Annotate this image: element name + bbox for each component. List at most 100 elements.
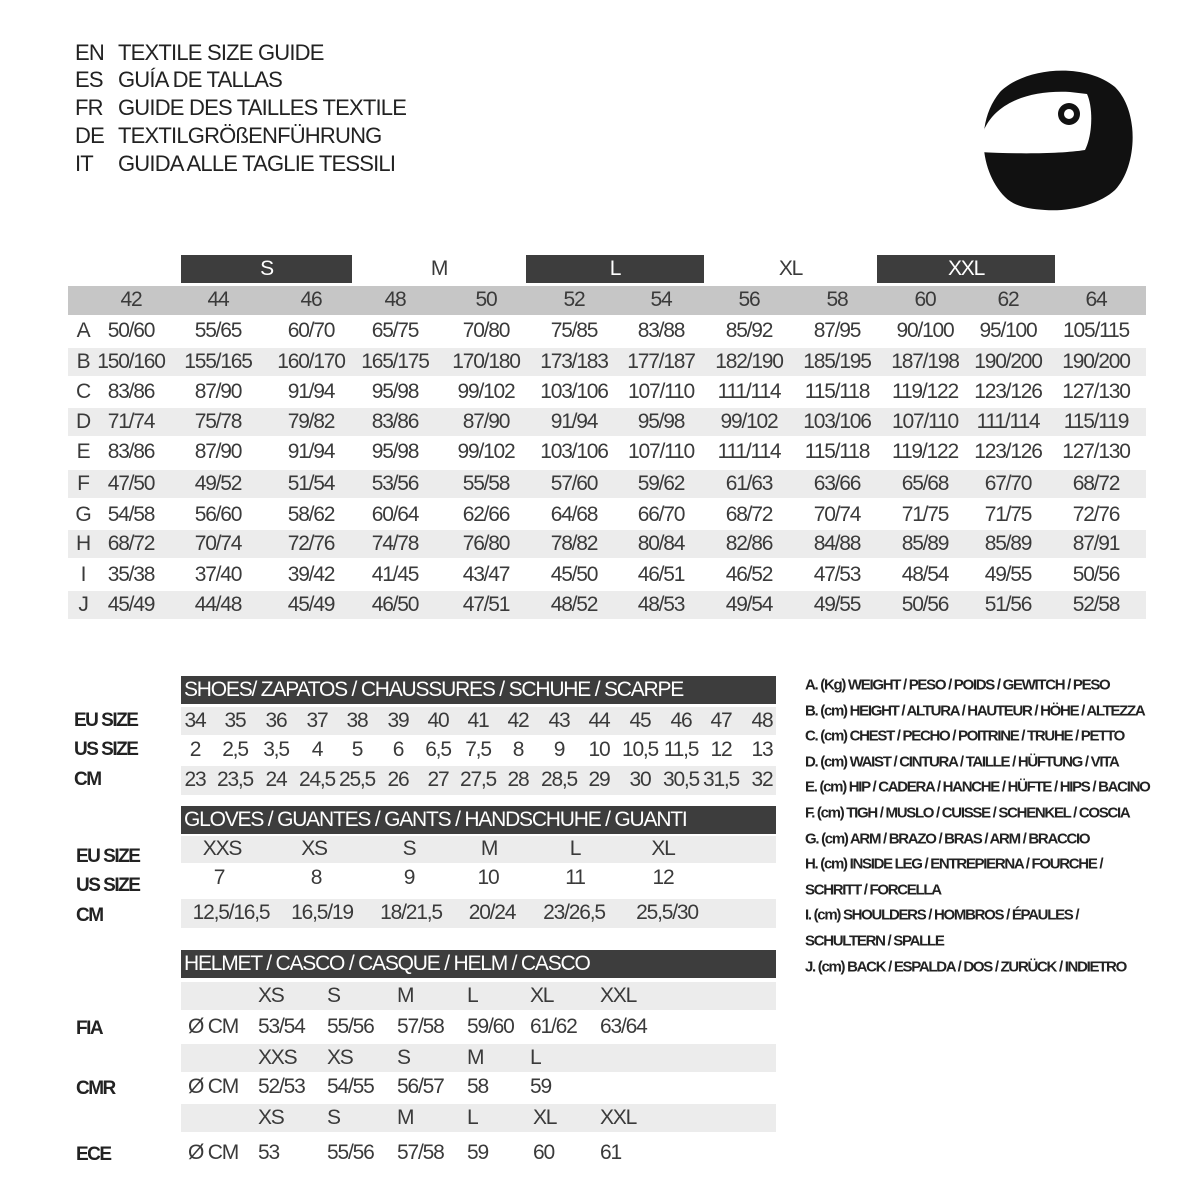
- table-cell: 47/51: [462, 593, 511, 616]
- row-label: G: [75, 503, 91, 526]
- table-row-bg: [181, 707, 776, 735]
- table-cell: 48/54: [901, 563, 950, 586]
- table-cell: L: [569, 837, 582, 860]
- table-cell: 74/78: [371, 532, 420, 555]
- table-row-bg: [68, 591, 1146, 619]
- table-cell: 107/110: [628, 440, 695, 463]
- table-cell: 46: [670, 709, 693, 732]
- table-cell: 16,5/19: [291, 901, 354, 924]
- table-row-bg: [68, 408, 1146, 436]
- shoes-header-bg: [181, 676, 776, 704]
- legend-item: A. (Kg) WEIGHT / PESO / POIDS / GEWITCH …: [805, 676, 1111, 694]
- table-cell: 30: [629, 768, 652, 791]
- table-cell: 87/90: [462, 410, 511, 433]
- table-cell: 48: [751, 709, 774, 732]
- table-cell: 95/98: [637, 410, 686, 433]
- table-cell: 38: [346, 709, 369, 732]
- table-cell: 45/49: [107, 593, 156, 616]
- table-cell: 9: [553, 738, 566, 761]
- table-cell: 48/52: [550, 593, 599, 616]
- table-cell: 111/114: [717, 380, 782, 403]
- table-cell: 107/110: [628, 380, 695, 403]
- table-cell: 80/84: [637, 532, 686, 555]
- table-cell: 59: [467, 1141, 489, 1164]
- table-cell: 59: [530, 1075, 552, 1098]
- table-cell: 50/56: [901, 593, 950, 616]
- table-cell: 50/56: [1072, 563, 1121, 586]
- size-cell: S: [327, 984, 341, 1007]
- table-cell: 76/80: [462, 532, 511, 555]
- size-number: 54: [650, 288, 673, 311]
- unit-label: Ø CM: [188, 1141, 239, 1164]
- table-cell: 10,5: [621, 738, 659, 761]
- table-row-bg: [181, 766, 776, 795]
- table-cell: 24: [265, 768, 288, 791]
- table-cell: 57/60: [550, 472, 599, 495]
- table-cell: 11: [565, 866, 586, 889]
- table-cell: 42: [507, 709, 530, 732]
- table-cell: 75/85: [550, 319, 599, 342]
- table-cell: 107/110: [892, 410, 959, 433]
- title-lang-code: IT: [75, 151, 94, 176]
- table-cell: 5: [351, 738, 364, 761]
- table-cell: 82/86: [725, 532, 774, 555]
- size-header-row: [68, 286, 1146, 315]
- size-cell: L: [467, 1106, 479, 1129]
- table-cell: 49/54: [725, 593, 774, 616]
- table-cell: 46/52: [725, 563, 774, 586]
- size-cell: XS: [327, 1046, 354, 1069]
- table-cell: 105/115: [1063, 319, 1130, 342]
- table-row-bg: [68, 470, 1146, 498]
- table-cell: 45: [629, 709, 652, 732]
- table-cell: 58/62: [287, 503, 336, 526]
- size-band-label: XL: [778, 257, 804, 280]
- size-number: 44: [207, 288, 230, 311]
- legend-item: SCHULTERN / SPALLE: [805, 932, 945, 950]
- table-cell: 9: [403, 866, 416, 889]
- table-cell: 70/74: [194, 532, 243, 555]
- table-cell: 59/60: [467, 1015, 515, 1038]
- size-cell: S: [327, 1106, 341, 1129]
- table-cell: 44: [588, 709, 611, 732]
- table-cell: 83/86: [107, 440, 156, 463]
- table-cell: 170/180: [452, 350, 521, 373]
- table-cell: 54/55: [327, 1075, 375, 1098]
- table-cell: 27: [427, 768, 450, 791]
- table-cell: 54/58: [107, 503, 156, 526]
- table-cell: 50/60: [107, 319, 156, 342]
- title-text: GUIDE DES TAILLES TEXTILE: [118, 95, 407, 120]
- table-cell: 83/88: [637, 319, 686, 342]
- legend-item: C. (cm) CHEST / PECHO / POITRINE / TRUHE…: [805, 727, 1125, 745]
- table-row-bg: [68, 348, 1146, 376]
- size-number: 42: [120, 288, 143, 311]
- table-cell: 12,5/16,5: [192, 901, 271, 924]
- size-cell: M: [467, 1046, 485, 1069]
- size-number: 60: [914, 288, 937, 311]
- row-label: US SIZE: [74, 739, 139, 760]
- table-cell: 75/78: [194, 410, 243, 433]
- row-label: F: [77, 472, 90, 495]
- table-cell: 48/53: [637, 593, 686, 616]
- title-lang-code: ES: [75, 67, 104, 92]
- table-cell: 13: [751, 738, 774, 761]
- row-label: EU SIZE: [74, 710, 139, 731]
- table-cell: 10: [588, 738, 611, 761]
- table-cell: 177/187: [627, 350, 696, 373]
- table-cell: 84/88: [813, 532, 862, 555]
- row-label: EU SIZE: [76, 846, 141, 867]
- table-cell: 47/53: [813, 563, 862, 586]
- table-cell: 68/72: [107, 532, 156, 555]
- table-cell: 64/68: [550, 503, 599, 526]
- table-cell: 61/63: [725, 472, 774, 495]
- table-cell: 78/82: [550, 532, 599, 555]
- table-cell: 43: [548, 709, 571, 732]
- title-text: GUIDA ALLE TAGLIE TESSILI: [118, 151, 396, 176]
- table-cell: 150/160: [97, 350, 166, 373]
- table-cell: 56/57: [397, 1075, 445, 1098]
- row-label: ECE: [76, 1144, 112, 1165]
- row-label: H: [76, 532, 91, 555]
- table-cell: 2,5: [222, 738, 249, 761]
- table-cell: 99/102: [457, 380, 515, 403]
- table-cell: 60: [533, 1141, 555, 1164]
- table-cell: 119/122: [892, 380, 959, 403]
